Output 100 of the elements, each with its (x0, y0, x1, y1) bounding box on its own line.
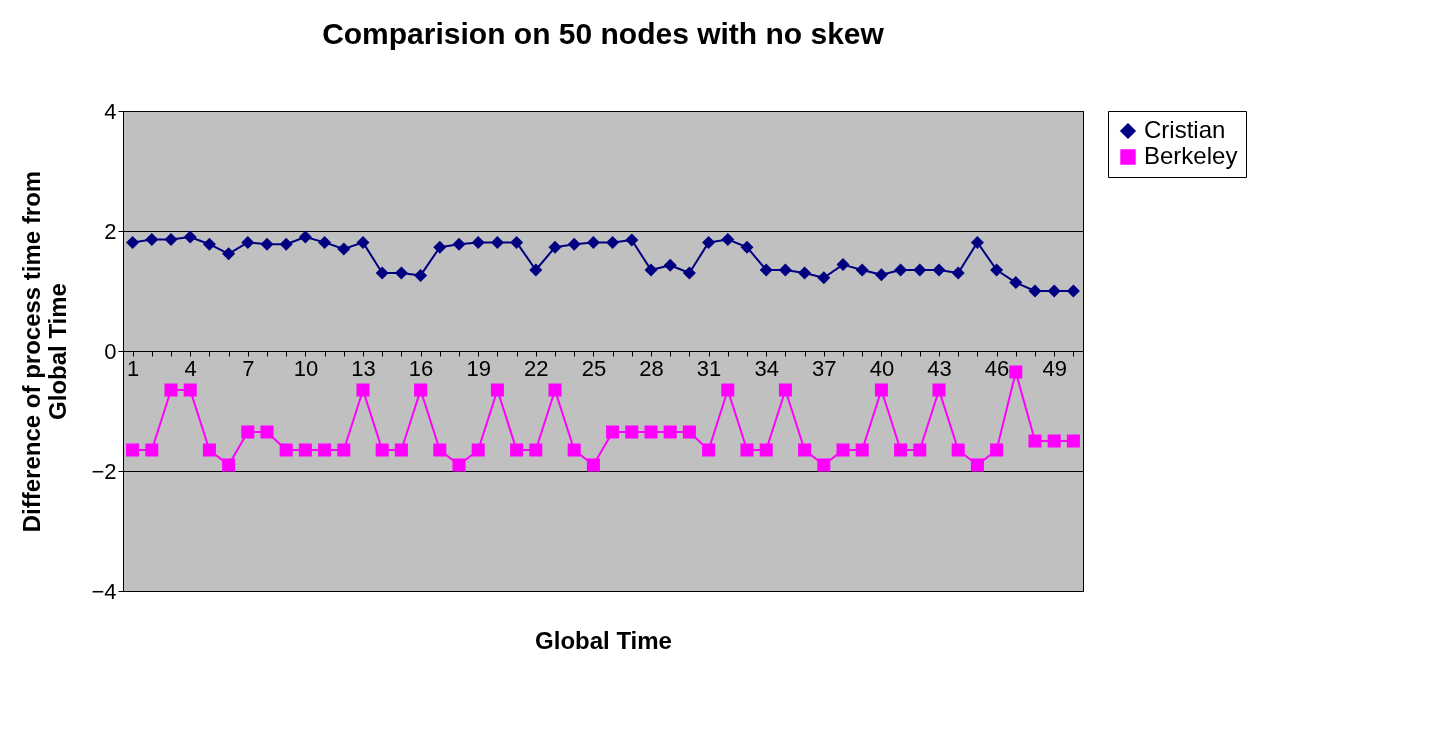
point (990, 443, 1004, 457)
point (337, 242, 351, 256)
point (663, 425, 677, 439)
x-tick-label: 10 (293, 355, 319, 381)
point (894, 263, 908, 277)
y-tick-label: 4 (104, 98, 117, 124)
point (279, 443, 293, 457)
point (874, 383, 888, 397)
point (126, 443, 140, 457)
legend-label: Cristian (1144, 116, 1226, 143)
legend-label: Berkeley (1144, 142, 1238, 169)
point (510, 443, 524, 457)
point (298, 443, 312, 457)
point (913, 263, 927, 277)
point (241, 425, 255, 439)
point (1009, 276, 1023, 290)
point (567, 443, 581, 457)
x-tick-label: 28 (639, 355, 664, 381)
point (951, 443, 965, 457)
point (625, 233, 639, 247)
point (874, 268, 888, 282)
point (682, 425, 696, 439)
point (759, 263, 773, 277)
point (932, 383, 946, 397)
x-tick-label: 25 (581, 355, 607, 381)
point (644, 425, 658, 439)
point (548, 383, 562, 397)
y-tick-label: 0 (104, 338, 117, 364)
point (1066, 434, 1080, 448)
point (375, 266, 389, 280)
point (740, 443, 754, 457)
point (778, 263, 792, 277)
point (951, 266, 965, 280)
x-tick-label: 37 (812, 355, 837, 381)
point (433, 443, 447, 457)
point (298, 230, 312, 244)
x-tick-label: 40 (869, 355, 895, 381)
point (740, 240, 754, 254)
point (222, 247, 236, 261)
point (164, 383, 178, 397)
point (644, 263, 658, 277)
point (663, 258, 677, 272)
point (932, 263, 946, 277)
point (586, 235, 600, 249)
point (855, 443, 869, 457)
point (318, 443, 332, 457)
point (471, 235, 485, 249)
point (126, 235, 140, 249)
point (702, 235, 716, 249)
point (394, 443, 408, 457)
point (145, 443, 159, 457)
point (452, 458, 466, 472)
point (855, 263, 869, 277)
point (202, 443, 216, 457)
point (337, 443, 351, 457)
point (970, 458, 984, 472)
y-tick-label: 2 (104, 218, 117, 244)
point (721, 383, 735, 397)
point (798, 266, 812, 280)
point (625, 425, 639, 439)
point (682, 266, 696, 280)
x-tick-label: 43 (927, 355, 952, 381)
point (836, 258, 850, 272)
point (414, 268, 428, 282)
point (433, 240, 447, 254)
y-tick-label: −2 (91, 458, 117, 484)
point (606, 425, 620, 439)
point (913, 443, 927, 457)
point (817, 458, 831, 472)
point (990, 263, 1004, 277)
point (798, 443, 812, 457)
point (548, 240, 562, 254)
point (260, 425, 274, 439)
x-axis-title: Global Time (535, 626, 672, 654)
point (1009, 365, 1023, 379)
point (414, 383, 428, 397)
point (567, 237, 581, 251)
point (1066, 284, 1080, 298)
point (606, 235, 620, 249)
point (1047, 284, 1061, 298)
point (241, 235, 255, 249)
x-tick-label: 4 (184, 355, 197, 381)
point (702, 443, 716, 457)
point (356, 383, 370, 397)
point (183, 383, 197, 397)
point (1028, 434, 1042, 448)
point (260, 237, 274, 251)
point (202, 237, 216, 251)
point (759, 443, 773, 457)
x-tick-label: 7 (242, 355, 255, 381)
point (970, 235, 984, 249)
point (510, 235, 524, 249)
x-tick-label: 1 (126, 355, 140, 381)
x-tick-label: 31 (696, 355, 722, 381)
x-tick-label: 22 (524, 355, 549, 381)
point (817, 271, 831, 285)
x-tick-label: 34 (754, 355, 779, 381)
point (490, 235, 504, 249)
point (356, 235, 370, 249)
point (375, 443, 389, 457)
